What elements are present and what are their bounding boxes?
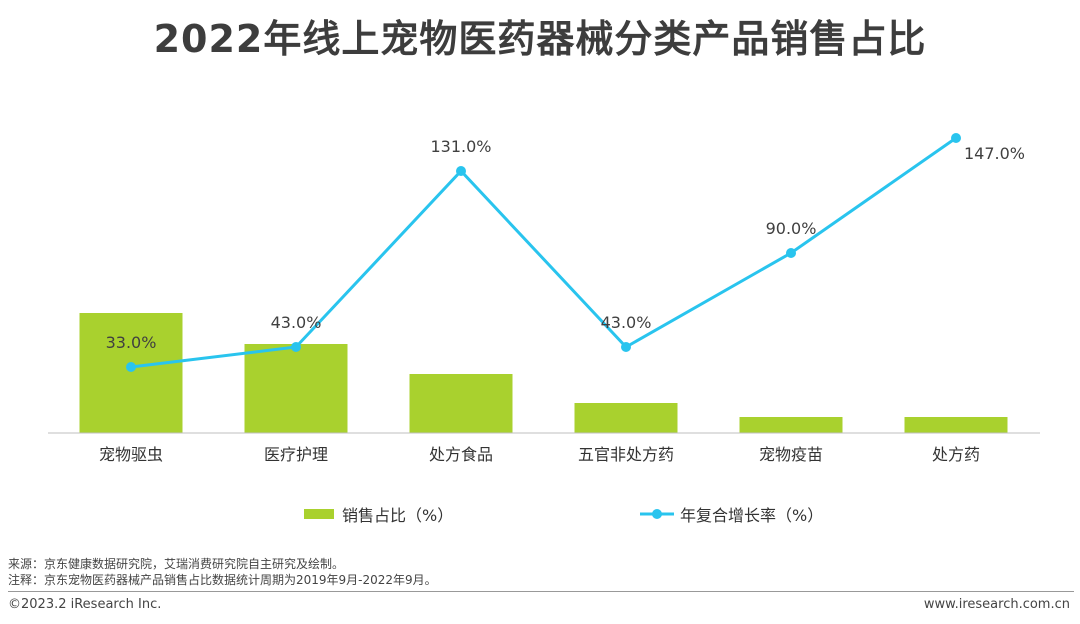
growth-label-4: 43.0%: [601, 313, 652, 332]
growth-line: [130, 136, 957, 369]
category-label-5: 宠物疫苗: [759, 445, 823, 464]
chart-title: 2022年线上宠物医药器械分类产品销售占比: [153, 17, 927, 61]
legend: 销售占比（%） 年复合增长率（%）: [304, 506, 823, 525]
footer-divider: [8, 591, 1074, 592]
legend-line-label: 年复合增长率（%）: [680, 506, 823, 525]
category-label-4: 五官非处方药: [578, 445, 674, 464]
bar-5: [739, 417, 843, 433]
growth-point-4: [621, 342, 631, 352]
footer-notes: 来源：京东健康数据研究院，艾瑞消费研究院自主研究及绘制。 注释：京东宠物医药器械…: [8, 556, 437, 588]
legend-line-marker: [652, 509, 662, 519]
legend-bar-swatch: [304, 509, 334, 519]
bar-1: [79, 313, 183, 433]
growth-point-3: [456, 166, 466, 176]
growth-label-6: 147.0%: [964, 144, 1025, 163]
growth-label-2: 43.0%: [271, 313, 322, 332]
growth-point-2: [291, 342, 301, 352]
bar-series: [79, 313, 1008, 433]
growth-label-1: 33.0%: [106, 333, 157, 352]
source-note: 来源：京东健康数据研究院，艾瑞消费研究院自主研究及绘制。: [8, 557, 345, 571]
legend-bar-label: 销售占比（%）: [342, 506, 453, 525]
growth-point-5: [786, 248, 796, 258]
category-label-1: 宠物驱虫: [99, 445, 163, 464]
copyright: ©2023.2 iResearch Inc.: [8, 597, 162, 612]
bar-3: [409, 374, 513, 433]
category-label-3: 处方食品: [429, 445, 493, 464]
annotation-note: 注释：京东宠物医药器械产品销售占比数据统计周期为2019年9月-2022年9月。: [8, 573, 437, 587]
line-series: 33.0% 43.0% 131.0% 43.0% 90.0% 147.0%: [106, 133, 1025, 372]
category-labels: 宠物驱虫 医疗护理 处方食品 五官非处方药 宠物疫苗 处方药: [99, 445, 980, 464]
bar-6: [904, 417, 1008, 433]
growth-label-3: 131.0%: [430, 137, 491, 156]
growth-label-5: 90.0%: [766, 219, 817, 238]
bar-4: [574, 403, 678, 433]
combo-chart: 宠物驱虫 医疗护理 处方食品 五官非处方药 宠物疫苗 处方药 33.0% 43.0% 131.…: [48, 133, 1040, 525]
growth-point-1: [126, 362, 136, 372]
category-label-2: 医疗护理: [264, 445, 328, 464]
growth-point-6: [951, 133, 961, 143]
category-label-6: 处方药: [932, 445, 980, 464]
website-link[interactable]: www.iresearch.com.cn: [923, 597, 1070, 612]
bar-2: [244, 344, 348, 433]
